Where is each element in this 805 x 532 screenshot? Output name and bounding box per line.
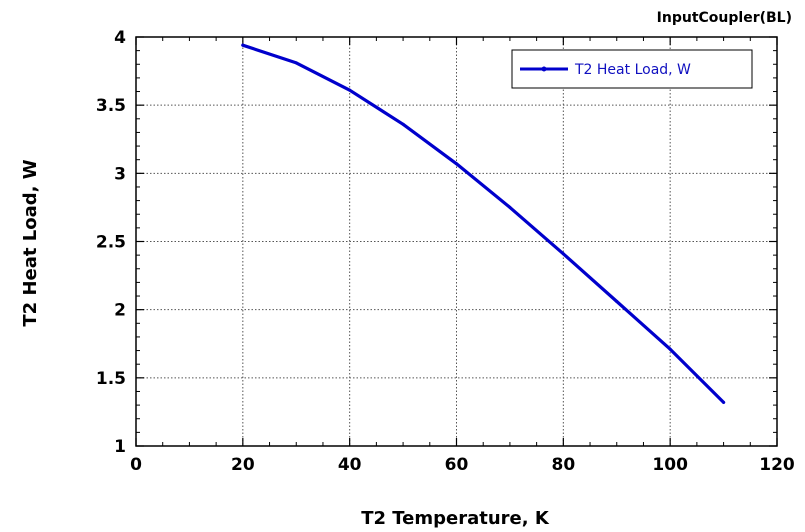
x-axis-tick-labels: 0 20 40 60 80 100 120 [130, 455, 795, 475]
chart-title: InputCoupler(BL) [657, 10, 792, 26]
data-point [455, 162, 458, 166]
data-point [561, 252, 565, 256]
x-tick-label: 100 [652, 455, 688, 475]
legend-marker [541, 66, 547, 72]
data-point [348, 88, 352, 92]
data-point [668, 347, 672, 351]
axis-ticks [135, 36, 778, 447]
data-point [615, 299, 619, 303]
data-point [294, 61, 298, 65]
y-tick-label: 4 [114, 28, 126, 48]
x-tick-label: 20 [231, 455, 255, 475]
y-tick-label: 1 [114, 437, 126, 457]
series-line [241, 43, 726, 404]
data-point [508, 205, 512, 209]
y-axis-title: T2 Heat Load, W [20, 159, 41, 326]
data-point [401, 122, 405, 126]
x-tick-label: 80 [551, 455, 575, 475]
x-tick-label: 60 [445, 455, 469, 475]
y-tick-label: 3.5 [96, 96, 126, 116]
x-tick-label: 120 [759, 455, 795, 475]
y-tick-label: 2 [114, 301, 126, 321]
x-tick-label: 40 [338, 455, 362, 475]
legend-box [511, 49, 753, 89]
y-axis-tick-labels: 1 1.5 2 2.5 3 3.5 4 [96, 28, 126, 457]
x-axis-title: T2 Temperature, K [361, 508, 550, 529]
y-tick-label: 1.5 [96, 369, 126, 389]
y-tick-label: 2.5 [96, 233, 126, 253]
grid-lines [136, 37, 777, 446]
x-tick-label: 0 [130, 455, 142, 475]
legend-label: T2 Heat Load, W [574, 62, 691, 78]
data-point [241, 43, 245, 47]
data-point [722, 400, 726, 404]
y-tick-label: 3 [114, 164, 126, 184]
series-layer [241, 43, 726, 404]
legend: T2 Heat Load, W [511, 49, 753, 89]
